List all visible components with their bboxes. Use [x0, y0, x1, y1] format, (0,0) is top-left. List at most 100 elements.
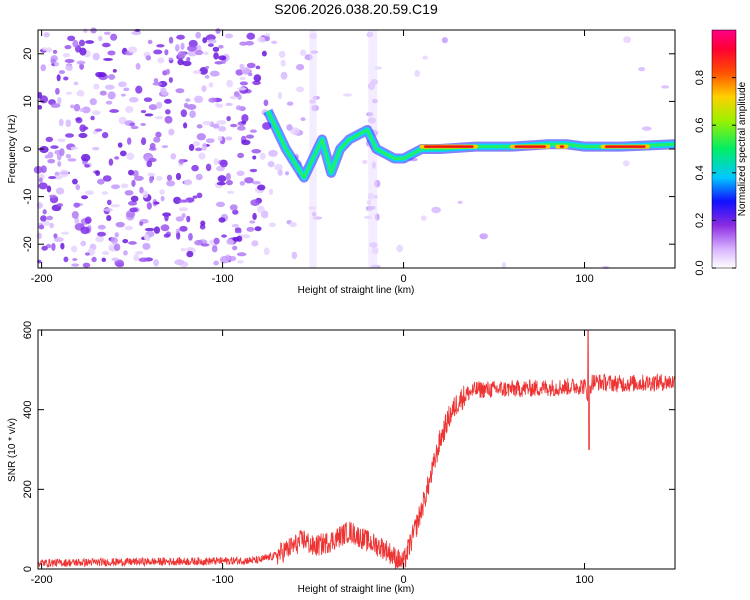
noise-speckle: [101, 42, 111, 48]
noise-speckle: [60, 242, 65, 250]
noise-speckle: [39, 145, 49, 154]
noise-speckle: [59, 148, 65, 157]
colorbar-ticks: 0.0 0.2 0.4 0.6 0.8: [694, 70, 736, 276]
noise-speckle: [236, 170, 245, 177]
noise-speckle: [152, 82, 163, 86]
noise-speckle: [160, 224, 170, 232]
noise-speckle: [226, 238, 235, 245]
noise-speckle: [235, 105, 242, 111]
x-tick-label: -200: [31, 273, 53, 285]
noise-speckle: [414, 70, 421, 77]
noise-speckle: [65, 133, 74, 138]
noise-speckle: [109, 109, 120, 113]
noise-speckle: [118, 81, 127, 88]
noise-speckle: [234, 230, 242, 234]
noise-speckle: [188, 233, 193, 241]
noise-speckle: [218, 125, 227, 132]
noise-speckle: [236, 235, 243, 242]
colorbar: 0.0 0.2 0.4 0.6 0.8 Normalized spectral ampl…: [694, 29, 748, 276]
noise-speckle: [229, 255, 237, 262]
noise-speckle: [239, 76, 246, 81]
noise-speckle: [139, 186, 144, 194]
noise-speckle: [178, 207, 189, 212]
noise-speckle: [67, 35, 76, 42]
noise-speckle: [263, 247, 270, 256]
noise-speckle: [126, 137, 132, 145]
noise-speckle: [174, 259, 185, 266]
noise-speckle: [245, 134, 254, 139]
noise-speckle: [441, 37, 448, 44]
noise-speckle: [144, 113, 154, 117]
noise-speckle: [186, 215, 191, 223]
noise-speckle: [213, 158, 219, 165]
noise-speckle: [154, 116, 164, 120]
noise-speckle: [114, 232, 120, 238]
noise-speckle: [129, 207, 138, 213]
y-tick-label: -20: [22, 236, 34, 252]
noise-speckle: [85, 252, 90, 256]
noise-speckle: [37, 91, 43, 99]
noise-speckle: [361, 159, 368, 164]
noise-speckle: [147, 172, 156, 177]
noise-speckle: [175, 216, 184, 222]
noise-speckle: [192, 70, 202, 75]
noise-speckle: [239, 81, 248, 86]
noise-speckle: [241, 139, 251, 146]
noise-speckle: [110, 33, 118, 41]
noise-speckle: [130, 125, 139, 130]
noise-speckle: [166, 180, 176, 187]
noise-speckle: [200, 243, 210, 247]
noise-speckle: [168, 57, 174, 61]
y-tick-label: 0: [22, 146, 34, 152]
noise-speckle: [133, 175, 144, 181]
noise-speckle: [280, 59, 286, 67]
noise-speckle: [179, 225, 188, 232]
noise-speckle: [153, 78, 159, 83]
noise-speckle: [113, 243, 121, 252]
noise-speckle: [277, 91, 283, 100]
noise-speckle: [205, 34, 216, 41]
snr-x-axis: -200 -100 0 100: [31, 330, 594, 586]
noise-speckle: [135, 85, 143, 94]
noise-speckle: [65, 64, 73, 71]
noise-speckle: [128, 96, 139, 103]
noise-speckle: [111, 257, 119, 262]
noise-speckle: [164, 49, 169, 56]
y-tick-label: 20: [22, 48, 34, 60]
noise-speckle: [82, 262, 91, 268]
noise-speckle: [249, 129, 257, 133]
noise-speckle: [153, 201, 160, 205]
noise-speckle: [274, 163, 283, 171]
noise-speckle: [622, 160, 630, 167]
noise-speckle: [65, 119, 72, 128]
noise-speckle: [84, 216, 92, 224]
noise-speckle: [40, 165, 47, 173]
noise-speckle: [215, 103, 220, 107]
noise-speckle: [289, 221, 297, 228]
spectrogram-y-axis: -20 -10 0 10 20: [22, 48, 675, 252]
noise-speckle: [95, 170, 101, 176]
x-tick-label: 100: [575, 574, 593, 586]
noise-speckle: [104, 84, 115, 90]
noise-speckle: [83, 28, 88, 34]
noise-speckle: [42, 47, 47, 51]
noise-speckle: [252, 155, 257, 160]
noise-speckle: [55, 87, 60, 95]
noise-speckle: [153, 259, 159, 267]
colorbar-gradient: [711, 29, 737, 269]
noise-speckle: [176, 34, 185, 40]
noise-speckle: [58, 118, 64, 127]
chart-title: S206.2026.038.20.59.C19: [274, 1, 438, 17]
noise-speckle: [103, 31, 111, 36]
x-tick-label: -200: [31, 574, 53, 586]
noise-speckle: [170, 153, 177, 160]
noise-speckle: [186, 104, 197, 110]
noise-speckle: [110, 204, 120, 208]
noise-speckle: [127, 169, 135, 176]
snr-panel: -200 -100 0 100 0 200 400 600 Height of straig…: [7, 321, 676, 595]
noise-speckle: [155, 131, 162, 138]
noise-speckle: [74, 217, 80, 225]
noise-speckle: [58, 70, 66, 75]
noise-speckle: [115, 262, 125, 268]
spectrogram-ridge: [263, 108, 676, 183]
